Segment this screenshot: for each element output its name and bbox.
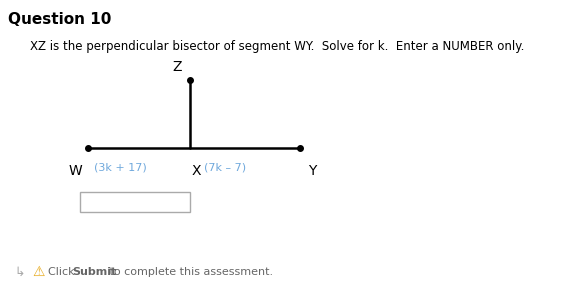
Text: ⚠: ⚠ xyxy=(32,265,44,279)
Text: to complete this assessment.: to complete this assessment. xyxy=(106,267,273,277)
Text: Question 10: Question 10 xyxy=(8,12,111,27)
Text: (7k – 7): (7k – 7) xyxy=(204,162,246,172)
Text: ↳: ↳ xyxy=(14,265,24,278)
Text: (3k + 17): (3k + 17) xyxy=(94,162,147,172)
Text: Submit: Submit xyxy=(72,267,116,277)
Text: Z: Z xyxy=(173,60,182,74)
Text: Y: Y xyxy=(308,164,316,178)
Text: Click: Click xyxy=(48,267,78,277)
Bar xyxy=(80,192,190,212)
Text: X: X xyxy=(192,164,202,178)
Text: W: W xyxy=(68,164,82,178)
Text: XZ is the perpendicular bisector of segment WY.  Solve for k.  Enter a NUMBER on: XZ is the perpendicular bisector of segm… xyxy=(30,40,524,53)
